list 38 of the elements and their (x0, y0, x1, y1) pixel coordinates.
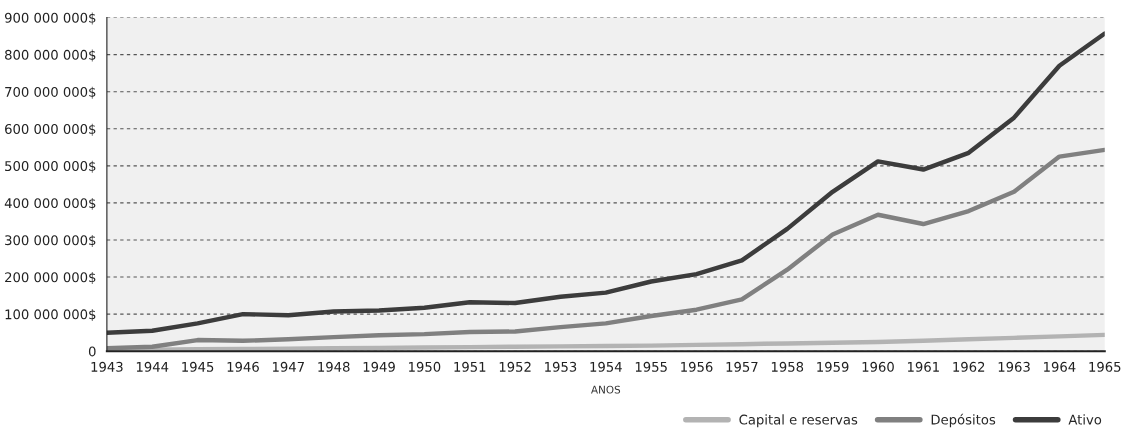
x-tick-label: 1951 (454, 361, 486, 372)
x-tick-label: 1952 (499, 361, 531, 372)
x-tick-label: 1945 (182, 361, 214, 372)
x-tick-label: 1961 (907, 361, 939, 372)
legend-label: Depósitos (931, 413, 996, 428)
x-tick-label: 1959 (817, 361, 849, 372)
x-tick-label: 1965 (1089, 361, 1121, 372)
x-tick-label: 1944 (136, 361, 169, 372)
y-tick-label: 300 000 000$ (5, 234, 96, 247)
y-tick-label: 400 000 000$ (4, 197, 96, 210)
y-tick-label: 500 000 000$ (5, 160, 96, 173)
legend-label: Capital e reservas (739, 414, 858, 428)
line-series (106, 31, 1105, 335)
x-tick-label: 1964 (1044, 361, 1076, 372)
y-tick-label: 0 (88, 346, 96, 357)
y-tick-label: 600 000 000$ (5, 123, 96, 136)
x-tick-label: 1955 (635, 361, 667, 372)
x-tick-label: 1963 (998, 361, 1030, 372)
y-tick-label: 900 000 000$ (4, 12, 96, 25)
x-tick-label: 1956 (681, 361, 713, 372)
x-tick-label: 1946 (227, 361, 259, 372)
y-tick-label: 700 000 000$ (5, 86, 96, 99)
x-tick-label: 1943 (91, 361, 123, 372)
x-tick-label: 1949 (363, 361, 395, 372)
x-tick-label: 1947 (272, 361, 304, 372)
y-tick-label: 200 000 000$ (5, 272, 96, 285)
x-axis-title: ANOS (591, 385, 621, 394)
x-tick-label: 1950 (409, 361, 441, 372)
x-tick-label: 1960 (862, 361, 894, 372)
legend-label: Ativo (1068, 414, 1102, 425)
x-tick-label: 1954 (590, 361, 622, 372)
x-tick-label: 1957 (726, 361, 758, 372)
y-tick-label: 800 000 000$ (5, 49, 96, 62)
x-tick-label: 1958 (771, 361, 804, 372)
x-tick-label: 1953 (545, 361, 577, 372)
x-tick-label: 1948 (318, 361, 350, 372)
x-tick-label: 1962 (953, 361, 985, 372)
y-tick-label: 100 000 000$ (5, 309, 96, 322)
